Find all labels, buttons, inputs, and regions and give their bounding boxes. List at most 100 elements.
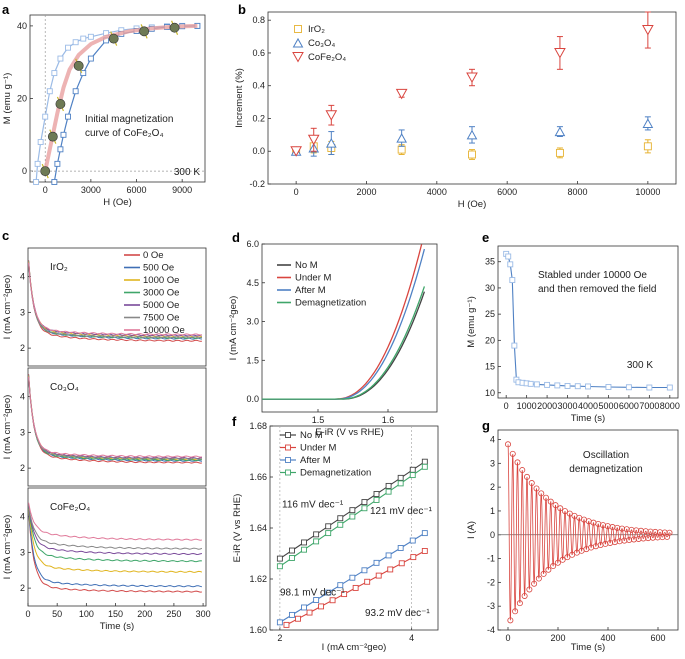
tafel-point — [387, 566, 394, 573]
chronoamperometry-line — [28, 374, 202, 464]
x-tick-label: 2000 — [537, 401, 557, 411]
tafel-point — [421, 458, 428, 465]
oscillation-peak — [531, 580, 538, 587]
magnetization-point — [509, 277, 516, 284]
plot-frame — [497, 429, 679, 631]
x-tick-label: 0 — [25, 609, 30, 619]
y-tick-label: -2 — [487, 577, 495, 587]
y-tick-label: 4.5 — [246, 278, 259, 288]
x-axis-label: Time (s) — [100, 621, 134, 632]
lsv-line — [262, 248, 426, 400]
x-tick-label: 250 — [166, 609, 181, 619]
plot-frame — [267, 11, 677, 185]
tafel-point — [349, 513, 356, 520]
x-tick-label: 6000 — [127, 185, 147, 195]
annotation-line-1: Oscillation — [583, 450, 629, 461]
x-tick-label: 3000 — [558, 401, 578, 411]
oscillation-peak — [507, 617, 514, 624]
co3o4-point — [396, 133, 408, 143]
chronoamperometry-line — [28, 260, 202, 342]
y-tick-label: 4 — [20, 272, 25, 282]
legend-label: IrO₂ — [308, 24, 325, 35]
y-tick-label: 30 — [485, 283, 495, 293]
y-tick-label: 15 — [485, 362, 495, 372]
hysteresis-up-point — [46, 88, 53, 95]
magnetic-particle — [40, 166, 51, 177]
y-tick-label: 0.4 — [252, 81, 265, 91]
oscillation-peak — [504, 441, 511, 448]
tafel-point — [313, 531, 320, 538]
tafel-point — [289, 555, 295, 561]
lsv-line — [262, 286, 426, 400]
tafel-point — [421, 530, 428, 537]
annotation-line-1: Initial magnetization — [85, 114, 173, 125]
oscillation-peak — [538, 490, 545, 497]
x-tick-label: 9000 — [172, 185, 192, 195]
panel-b: 0 2000 4000 6000 8000 10000 -0.2 0.0 0.2 0.4 0.6 0.… — [234, 11, 677, 210]
tafel-point — [337, 515, 344, 522]
tafel-slope-label: 116 mV dec⁻¹ — [282, 500, 344, 511]
magnetization-point — [646, 384, 653, 391]
y-tick-label: -4 — [487, 625, 495, 635]
tafel-point — [361, 567, 368, 574]
y-tick-label: 10 — [485, 388, 495, 398]
tafel-point — [373, 497, 380, 503]
hysteresis-down-point — [80, 70, 87, 77]
iro2-point — [555, 148, 564, 157]
chronoamperometry-line — [28, 262, 202, 336]
subpanel-label: Co₃O₄ — [50, 382, 79, 393]
y-tick-label: 3 — [20, 307, 25, 317]
y-tick-label: 0.6 — [252, 48, 265, 58]
tafel-point — [349, 574, 356, 581]
oscillation-peak — [569, 551, 576, 558]
legend-label: After M — [295, 285, 326, 296]
panel-g: 0 200 400 600 -4 -3 -2 -1 0 1 2 3 4 Oscillation demagn… — [466, 429, 679, 653]
magnetization-point — [564, 382, 571, 389]
y-tick-label: 0 — [490, 530, 495, 540]
x-tick-label: 3000 — [81, 185, 101, 195]
x-tick-label: 7000 — [639, 401, 659, 411]
tafel-point — [373, 559, 380, 566]
tafel-point — [289, 547, 295, 554]
y-tick-label: 0.0 — [252, 146, 265, 156]
x-axis-label: H (Oe) — [458, 199, 487, 210]
legend-label: Demagnetization — [295, 298, 366, 309]
tafel-point — [325, 589, 332, 596]
annotation-line-1: Stabled under 10000 Oe — [538, 270, 647, 281]
hysteresis-up-point — [33, 179, 40, 185]
y-axis-label: M (emu g⁻¹) — [2, 73, 13, 124]
x-tick-label: 8000 — [660, 401, 680, 411]
y-tick-label: 4 — [20, 392, 25, 402]
hysteresis-up-point — [80, 35, 87, 42]
lsv-line — [262, 244, 423, 400]
annotation-line-2: and then removed the field — [538, 284, 656, 295]
y-axis-label: I (mA cm⁻²geo) — [2, 515, 13, 580]
magnetization-point — [625, 384, 632, 391]
legend-label: 0 Oe — [143, 250, 164, 261]
oscillation-peak — [550, 563, 557, 570]
magnetization-line — [505, 253, 670, 389]
tafel-point — [361, 499, 368, 506]
oscillation-peak — [638, 527, 645, 534]
oscillation-peak — [519, 467, 526, 474]
legend-marker — [292, 37, 304, 48]
oscillation-peak — [528, 480, 535, 487]
oscillation-peak — [652, 528, 659, 535]
cofe2o4-point — [642, 25, 654, 36]
annotation-line-2: demagnetization — [569, 464, 642, 475]
tafel-point — [397, 480, 404, 487]
magnetization-point — [605, 384, 612, 390]
panel-a: 0 3000 6000 9000 0 20 40 Initial magnetization c… — [2, 14, 206, 208]
magnetic-particle — [73, 60, 84, 71]
magnetic-particle — [139, 26, 150, 37]
oscillation-peak — [635, 535, 642, 542]
oscillation-peak — [657, 529, 664, 536]
oscillation-peak — [512, 608, 519, 615]
x-tick-label: 300 — [196, 609, 211, 619]
panel-label: f — [232, 414, 237, 429]
tafel-point — [276, 619, 283, 626]
hysteresis-down-point — [54, 160, 61, 167]
magnetic-particle — [47, 131, 58, 142]
